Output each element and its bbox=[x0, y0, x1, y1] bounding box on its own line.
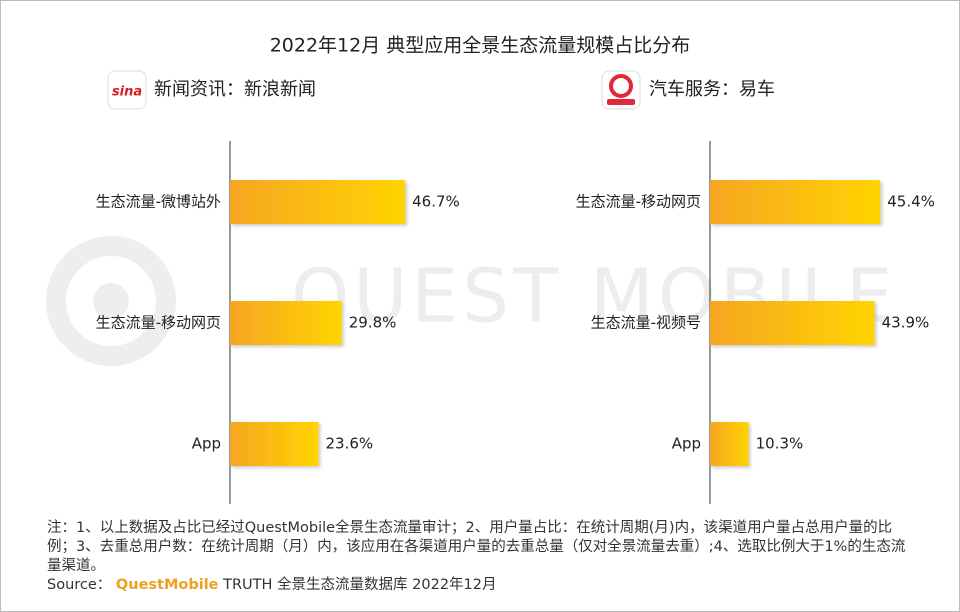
footer: 注：1、以上数据及占比已经过QuestMobile全景生态流量审计；2、用户量占… bbox=[47, 519, 917, 595]
source-brand: QuestMobile bbox=[115, 577, 219, 593]
source: Source： QuestMobile TRUTH 全景生态流量数据库 2022… bbox=[47, 576, 917, 595]
bar bbox=[710, 180, 881, 224]
icon-glyph bbox=[607, 99, 635, 105]
category-label: 生态流量-微博站外 bbox=[96, 193, 221, 211]
bar bbox=[230, 301, 342, 345]
bar bbox=[710, 301, 875, 345]
category-label: App bbox=[192, 435, 221, 453]
value-label: 10.3% bbox=[756, 435, 804, 453]
value-label: 43.9% bbox=[882, 314, 930, 332]
icon-yiche bbox=[601, 70, 641, 110]
bar bbox=[710, 422, 749, 466]
page-title: 2022年12月 典型应用全景生态流量规模占比分布 bbox=[270, 35, 691, 57]
chart-subtitle: 汽车服务：易车 bbox=[649, 79, 775, 100]
value-label: 23.6% bbox=[326, 435, 374, 453]
chart-subtitle: 新闻资讯：新浪新闻 bbox=[154, 79, 316, 100]
value-label: 46.7% bbox=[412, 193, 460, 211]
icon-glyph: sina bbox=[112, 85, 142, 100]
icon bbox=[107, 70, 147, 110]
category-label: 生态流量-视频号 bbox=[591, 314, 701, 332]
value-label: 45.4% bbox=[887, 193, 935, 211]
category-label: 生态流量-移动网页 bbox=[96, 314, 221, 332]
category-label: App bbox=[672, 435, 701, 453]
icon-sina: sina bbox=[107, 70, 147, 110]
value-label: 29.8% bbox=[349, 314, 397, 332]
source-text: TRUTH 全景生态流量数据库 2022年12月 bbox=[223, 577, 497, 593]
bar bbox=[230, 180, 406, 224]
watermark-logo bbox=[46, 236, 176, 366]
icon-glyph bbox=[609, 74, 633, 98]
category-label: 生态流量-移动网页 bbox=[576, 193, 701, 211]
bar bbox=[230, 422, 319, 466]
source-label: Source： bbox=[47, 577, 112, 593]
note: 注：1、以上数据及占比已经过QuestMobile全景生态流量审计；2、用户量占… bbox=[47, 520, 906, 574]
watermark-logo bbox=[93, 283, 129, 319]
